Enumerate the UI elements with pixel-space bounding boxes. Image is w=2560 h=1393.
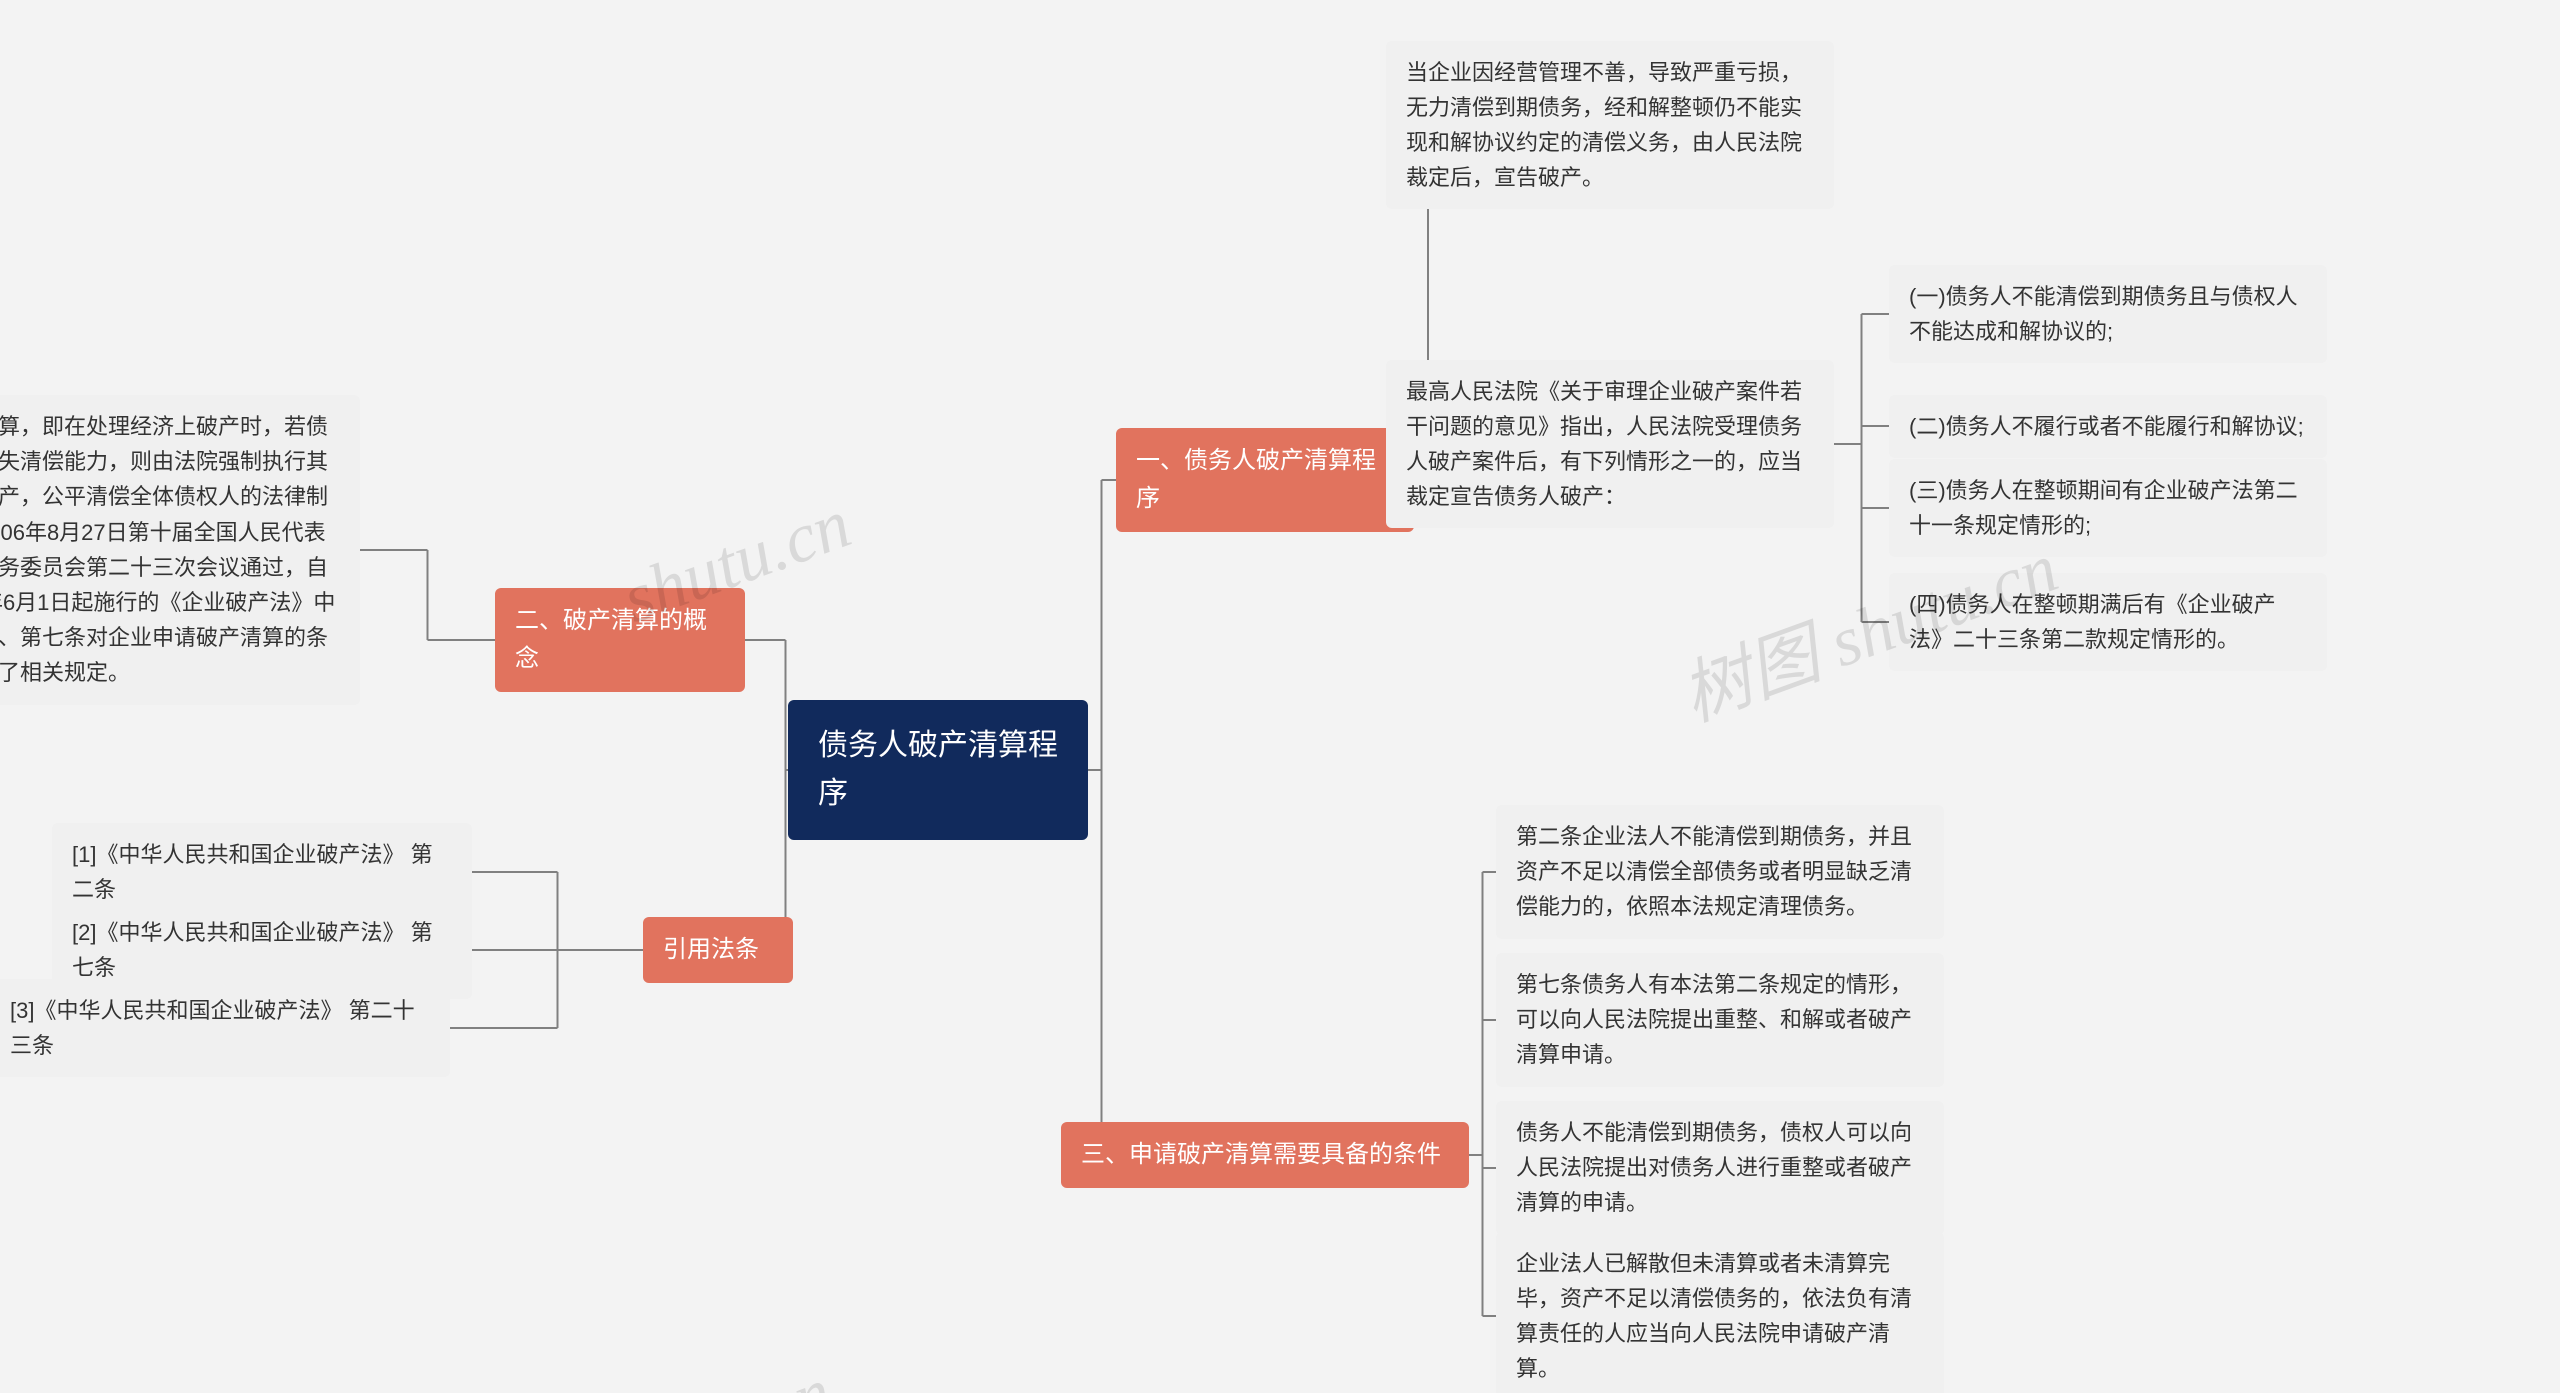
- leaf-node: [3]《中华人民共和国企业破产法》 第二十三条: [0, 979, 450, 1077]
- node-label: [2]《中华人民共和国企业破产法》 第七条: [72, 920, 433, 980]
- leaf-node: (二)债务人不履行或者不能履行和解协议;: [1889, 395, 2327, 458]
- node-label: 三、申请破产清算需要具备的条件: [1081, 1141, 1441, 1168]
- leaf-node: 企业法人已解散但未清算或者未清算完毕，资产不足以清偿债务的，依法负有清算责任的人…: [1496, 1232, 1944, 1393]
- leaf-node: 第二条企业法人不能清偿到期债务，并且资产不足以清偿全部债务或者明显缺乏清偿能力的…: [1496, 805, 1944, 939]
- node-label: 最高人民法院《关于审理企业破产案件若干问题的意见》指出，人民法院受理债务人破产案…: [1406, 379, 1802, 510]
- node-label: 企业法人已解散但未清算或者未清算完毕，资产不足以清偿债务的，依法负有清算责任的人…: [1516, 1251, 1912, 1382]
- node-label: (三)债务人在整顿期间有企业破产法第二十一条规定情形的;: [1909, 478, 2298, 538]
- leaf-node: 第七条债务人有本法第二条规定的情形，可以向人民法院提出重整、和解或者破产清算申请…: [1496, 953, 1944, 1087]
- node-label: 第七条债务人有本法第二条规定的情形，可以向人民法院提出重整、和解或者破产清算申请…: [1516, 972, 1912, 1067]
- node-label: 引用法条: [663, 936, 759, 963]
- node-label: 一、债务人破产清算程序: [1136, 447, 1376, 512]
- node-label: (一)债务人不能清偿到期债务且与债权人不能达成和解协议的;: [1909, 284, 2298, 344]
- branch-node-1: 一、债务人破产清算程序: [1116, 428, 1414, 533]
- node-label: (二)债务人不履行或者不能履行和解协议;: [1909, 414, 2304, 439]
- node-label: 债务人破产清算程序: [818, 729, 1058, 810]
- leaf-node: 当企业因经营管理不善，导致严重亏损，无力清偿到期债务，经和解整顿仍不能实现和解协…: [1386, 41, 1834, 210]
- root-node: 债务人破产清算程序: [788, 700, 1088, 840]
- node-label: [3]《中华人民共和国企业破产法》 第二十三条: [10, 998, 415, 1058]
- branch-node-4: 引用法条: [643, 917, 793, 983]
- leaf-node: (一)债务人不能清偿到期债务且与债权人不能达成和解协议的;: [1889, 265, 2327, 363]
- branch-node-3: 三、申请破产清算需要具备的条件: [1061, 1122, 1469, 1188]
- leaf-node: 最高人民法院《关于审理企业破产案件若干问题的意见》指出，人民法院受理债务人破产案…: [1386, 360, 1834, 529]
- node-label: 债务人不能清偿到期债务，债权人可以向人民法院提出对债务人进行重整或者破产清算的申…: [1516, 1120, 1912, 1215]
- node-label: 第二条企业法人不能清偿到期债务，并且资产不足以清偿全部债务或者明显缺乏清偿能力的…: [1516, 824, 1912, 919]
- node-label: 当企业因经营管理不善，导致严重亏损，无力清偿到期债务，经和解整顿仍不能实现和解协…: [1406, 60, 1802, 191]
- leaf-node: 破产清算，即在处理经济上破产时，若债务人丧失清偿能力，则由法院强制执行其全部财产…: [0, 395, 360, 705]
- node-label: 破产清算，即在处理经济上破产时，若债务人丧失清偿能力，则由法院强制执行其全部财产…: [0, 414, 335, 685]
- node-label: [1]《中华人民共和国企业破产法》 第二条: [72, 842, 433, 902]
- leaf-node: 债务人不能清偿到期债务，债权人可以向人民法院提出对债务人进行重整或者破产清算的申…: [1496, 1101, 1944, 1235]
